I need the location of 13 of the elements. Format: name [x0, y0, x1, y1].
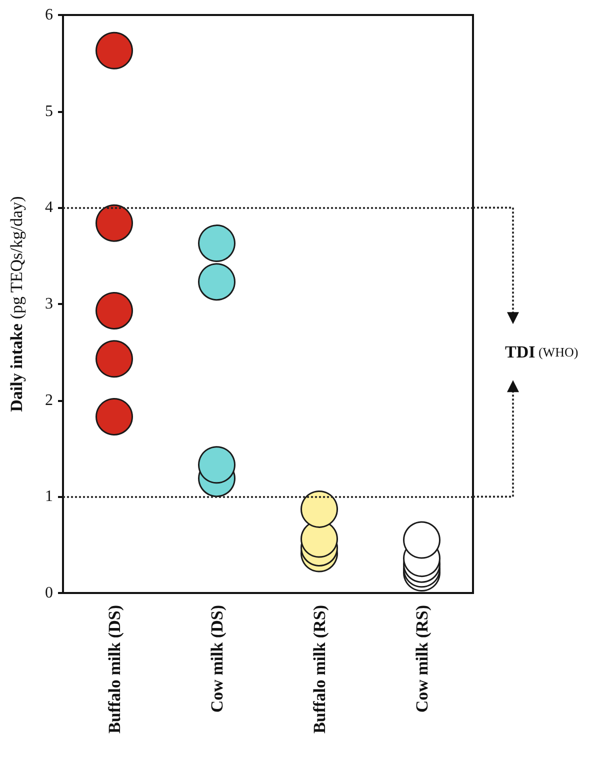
- y-tick-label: 6: [45, 6, 53, 24]
- y-tick-label: 4: [45, 199, 53, 216]
- x-tick-label: Buffalo milk (RS): [310, 605, 329, 734]
- y-tick-label: 1: [45, 488, 53, 506]
- text: TDI (WHO): [505, 342, 578, 362]
- y-tick-label: 5: [45, 102, 53, 120]
- x-tick-label: Cow milk (DS): [207, 605, 226, 713]
- y-tick-label: 0: [45, 584, 53, 602]
- y-tick-label: 3: [45, 296, 53, 312]
- y-axis-title: Daily intake (pg TEQs/kg/day): [7, 196, 26, 412]
- x-tick-label: Cow milk (RS): [412, 605, 432, 713]
- x-tick-label: Buffalo milk (DS): [104, 605, 124, 734]
- y-tick-label: 2: [45, 392, 53, 409]
